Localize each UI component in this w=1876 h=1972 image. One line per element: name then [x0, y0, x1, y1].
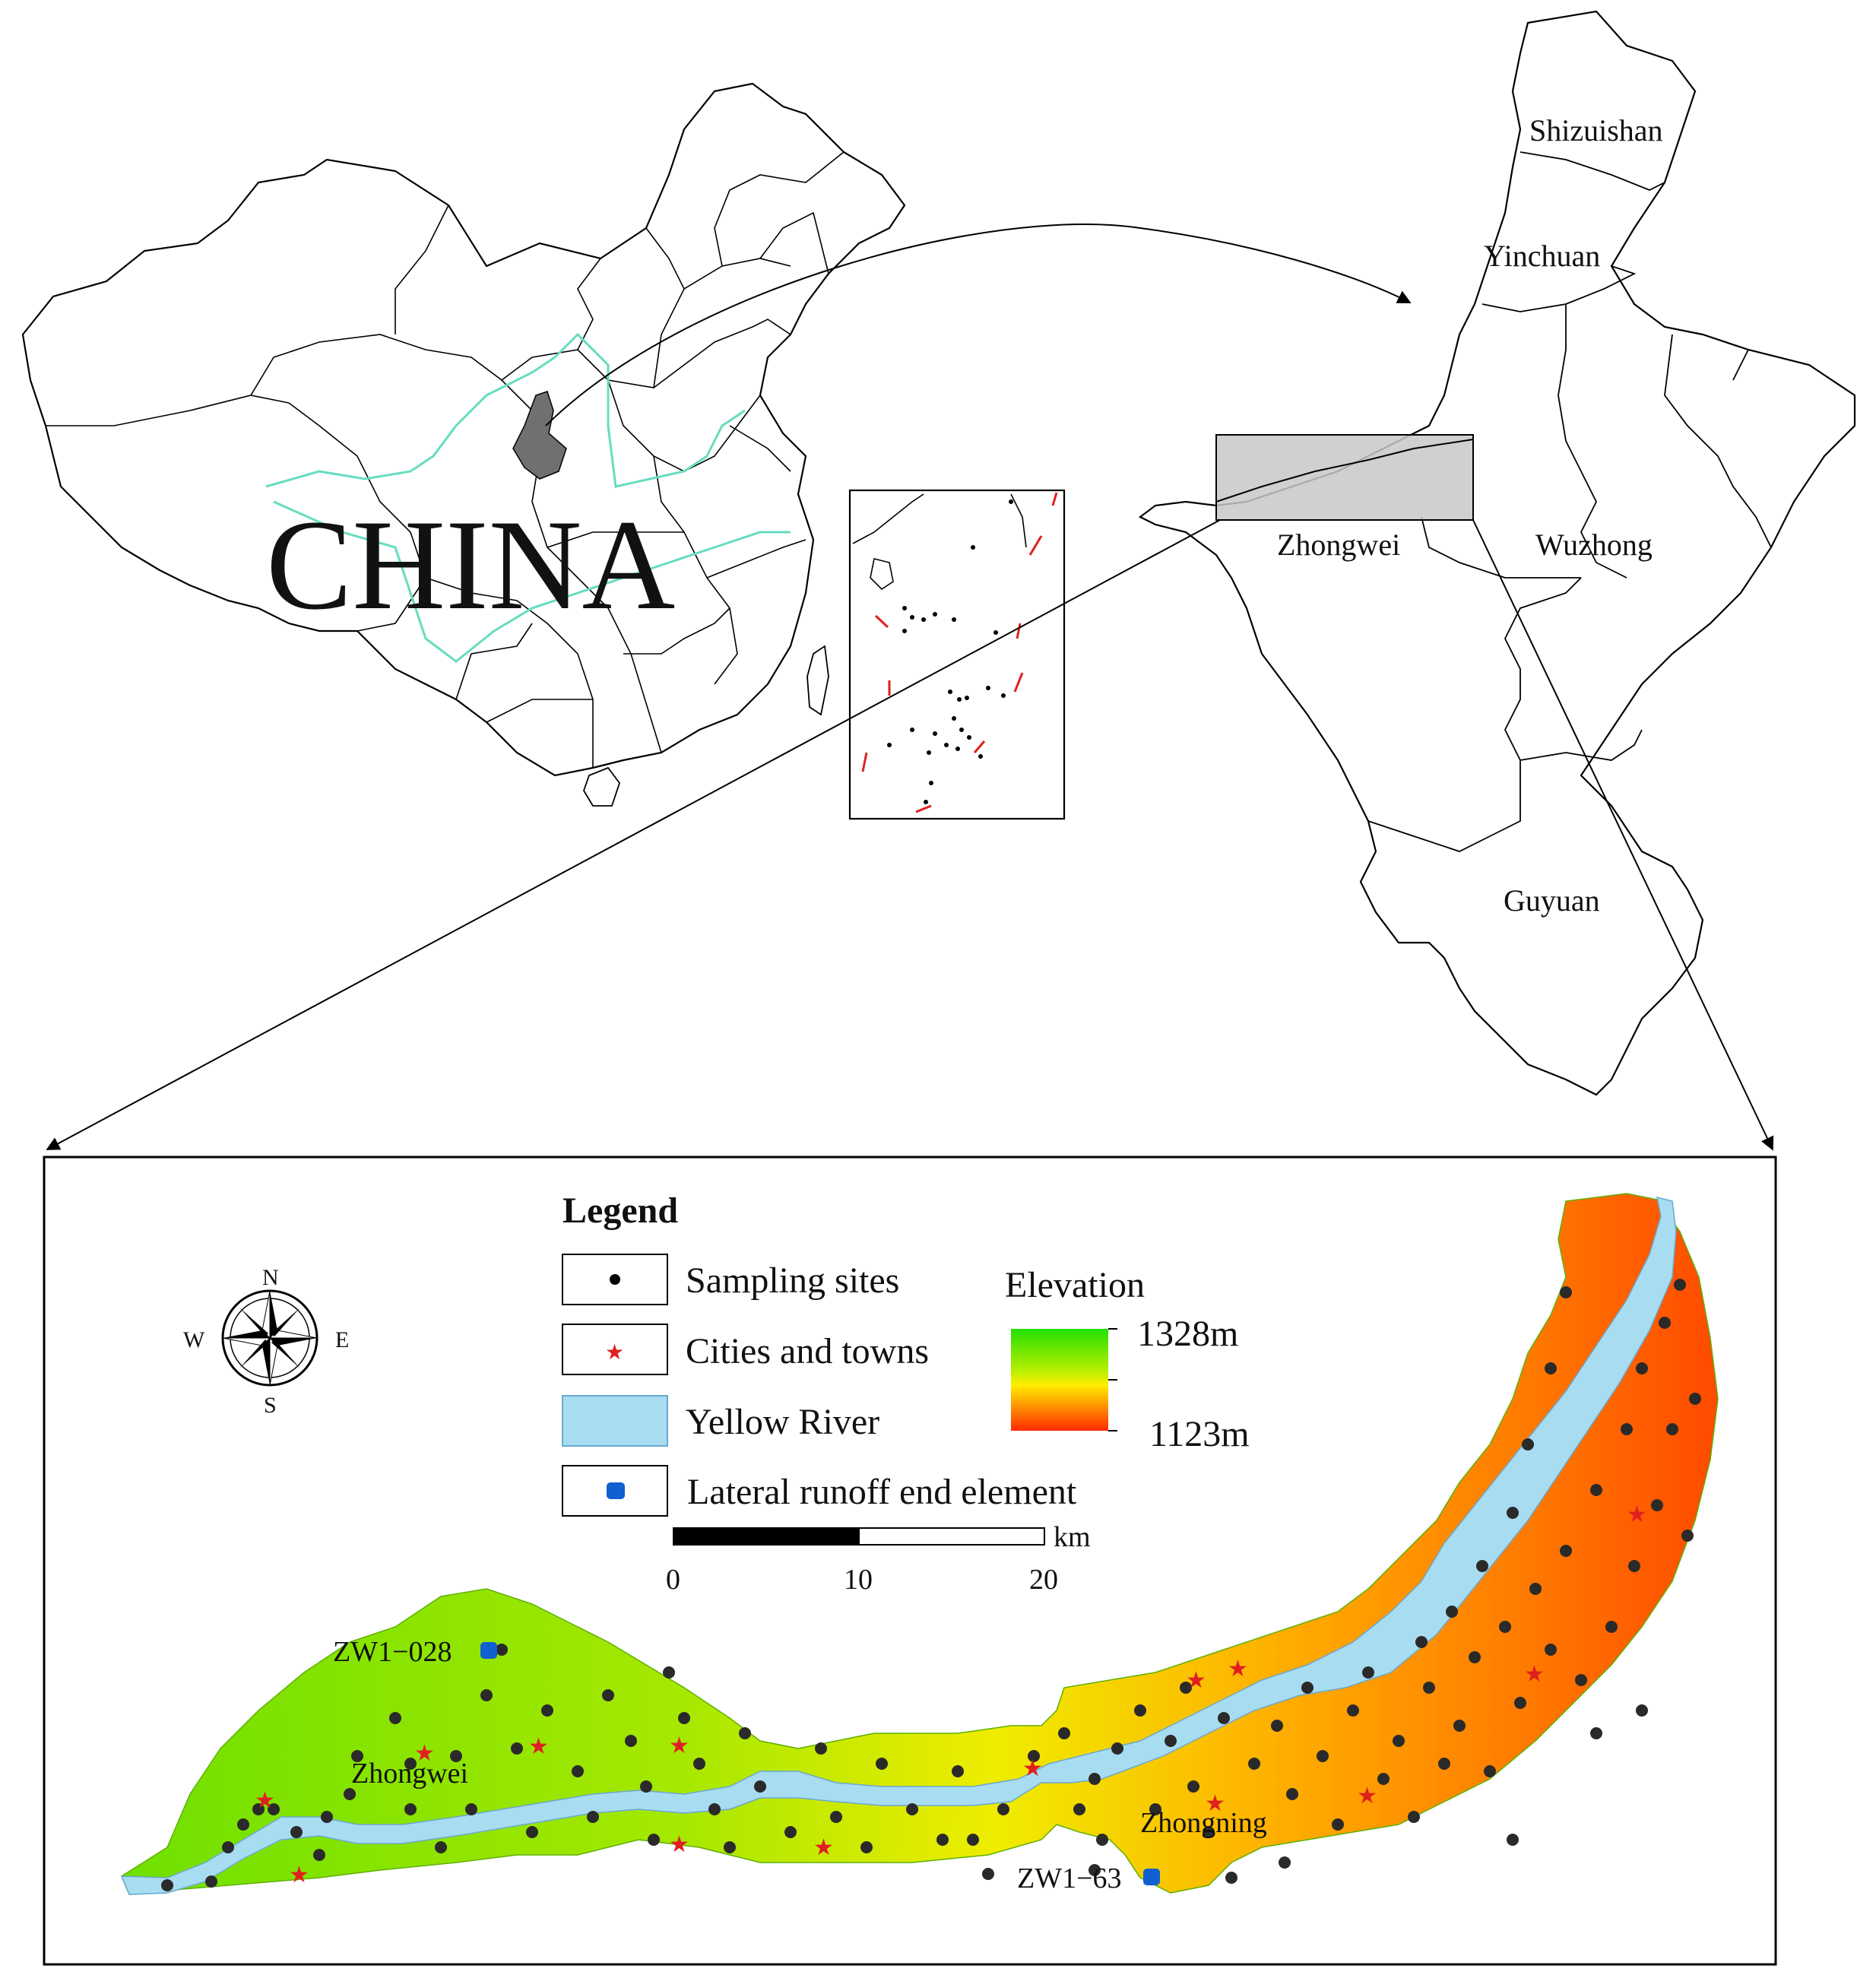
legend-sampling-symbol: [610, 1274, 620, 1285]
site-marker-zw1-028: [480, 1642, 497, 1659]
scale-tick-10: 10: [844, 1564, 873, 1596]
inset-islands: [887, 499, 1013, 804]
site-marker-zw1-63: [1143, 1869, 1160, 1885]
nine-dash-line: [861, 492, 1058, 813]
svg-text:★: ★: [813, 1834, 834, 1861]
scale-unit: km: [1054, 1521, 1091, 1553]
svg-text:★: ★: [528, 1733, 549, 1760]
city-label-zhongwei: Zhongwei: [351, 1758, 468, 1790]
svg-text:★: ★: [414, 1740, 435, 1767]
country-label: CHINA: [266, 493, 675, 636]
compass-rose: N S E W: [183, 1265, 349, 1418]
south-china-sea-inset: [848, 489, 1066, 820]
legend-city-label: Cities and towns: [686, 1331, 929, 1371]
legend-river-symbol: [562, 1395, 668, 1447]
site-label-zw1-63: ZW1−63: [1017, 1863, 1122, 1894]
china-map: CHINA: [21, 82, 906, 807]
hainan-island: [583, 766, 621, 807]
region-label-yinchuan: Yinchuan: [1484, 239, 1600, 273]
svg-text:★: ★: [1627, 1501, 1647, 1528]
legend-runoff-label: Lateral runoff end element: [687, 1472, 1077, 1512]
compass-s: S: [264, 1393, 277, 1418]
legend-sampling-label: Sampling sites: [686, 1260, 899, 1301]
cities-and-towns: ★ ★ ★ ★ ★ ★ ★ ★ ★ ★ ★ ★ ★ ★: [255, 1501, 1647, 1888]
study-area-elevation: [121, 1193, 1719, 1895]
region-label-guyuan: Guyuan: [1504, 883, 1600, 918]
ningxia-map: Shizuishan Yinchuan Zhongwei Wuzhong Guy…: [1138, 10, 1856, 1096]
elevation-title: Elevation: [1005, 1265, 1145, 1305]
legend-runoff-symbol: [607, 1482, 625, 1499]
ningxia-region-labels: Shizuishan Yinchuan Zhongwei Wuzhong Guy…: [1277, 113, 1663, 918]
compass-n: N: [262, 1265, 279, 1290]
svg-text:★: ★: [289, 1862, 309, 1888]
svg-text:★: ★: [1524, 1661, 1545, 1688]
compass-e: E: [335, 1327, 349, 1352]
svg-text:★: ★: [669, 1831, 689, 1858]
svg-text:★: ★: [1186, 1667, 1206, 1694]
compass-w: W: [183, 1327, 205, 1352]
legend-title: Legend: [562, 1190, 678, 1231]
scale-tick-20: 20: [1029, 1564, 1058, 1596]
elevation-min-label: 1123m: [1149, 1414, 1250, 1454]
region-label-shizuishan: Shizuishan: [1529, 113, 1663, 147]
region-label-wuzhong: Wuzhong: [1535, 528, 1653, 562]
china-outline: [21, 82, 906, 777]
study-area-labels: ZW1−028 Zhongwei Zhongning ZW1−63: [333, 1636, 1267, 1894]
svg-text:★: ★: [669, 1733, 689, 1759]
taiwan-island: [806, 645, 829, 716]
scale-tick-0: 0: [666, 1564, 680, 1596]
yellow-river-china: [265, 332, 746, 488]
sampling-sites: [161, 1279, 1701, 1891]
svg-text:★: ★: [1357, 1783, 1377, 1809]
study-area-panel: ★ ★ ★ ★ ★ ★ ★ ★ ★ ★ ★ ★ ★ ★ ZW1−028 Zhongwei Zhon…: [43, 1156, 1777, 1966]
svg-text:★: ★: [255, 1787, 275, 1814]
ningxia-highlight: [512, 391, 567, 480]
scale-bar: km 0 10 20: [666, 1521, 1091, 1596]
ningxia-boundaries: [1367, 151, 1772, 852]
province-boundaries: [46, 151, 845, 768]
legend-city-symbol: ★: [605, 1340, 624, 1365]
study-area-box: [1215, 434, 1474, 521]
city-label-zhongning: Zhongning: [1140, 1807, 1267, 1839]
elevation-colorbar: [1011, 1329, 1108, 1431]
elevation-max-label: 1328m: [1137, 1314, 1238, 1354]
yellow-river-ningxia: [1215, 439, 1474, 503]
svg-text:★: ★: [1022, 1755, 1043, 1782]
ningxia-outline: [1138, 10, 1856, 1096]
yangtze-river-china: [273, 500, 791, 663]
site-label-zw1-028: ZW1−028: [333, 1636, 452, 1668]
legend: Legend Sampling sites ★ Cities and towns…: [562, 1190, 1250, 1517]
legend-river-label: Yellow River: [686, 1402, 879, 1442]
region-label-zhongwei: Zhongwei: [1277, 528, 1400, 562]
svg-text:★: ★: [1228, 1656, 1248, 1682]
connector-arrows: [46, 224, 1774, 1151]
svg-text:★: ★: [1205, 1790, 1225, 1817]
